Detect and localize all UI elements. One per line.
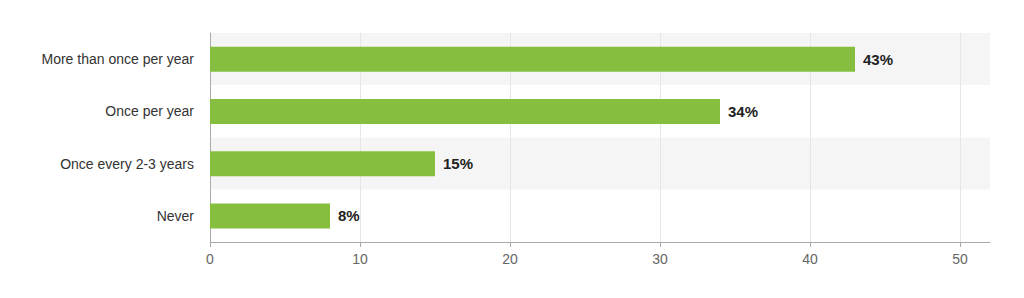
svg-text:8%: 8%: [338, 207, 360, 224]
svg-text:15%: 15%: [443, 155, 473, 172]
svg-text:43%: 43%: [863, 51, 893, 68]
svg-text:50: 50: [952, 251, 968, 267]
svg-text:34%: 34%: [728, 103, 758, 120]
svg-text:20: 20: [502, 251, 518, 267]
svg-text:40: 40: [802, 251, 818, 267]
svg-text:0: 0: [206, 251, 214, 267]
svg-text:More than once per year: More than once per year: [41, 51, 194, 67]
svg-text:Once every 2-3 years: Once every 2-3 years: [60, 156, 194, 172]
svg-text:30: 30: [652, 251, 668, 267]
svg-text:10: 10: [352, 251, 368, 267]
svg-text:Once per year: Once per year: [105, 103, 194, 119]
svg-text:Never: Never: [157, 208, 195, 224]
